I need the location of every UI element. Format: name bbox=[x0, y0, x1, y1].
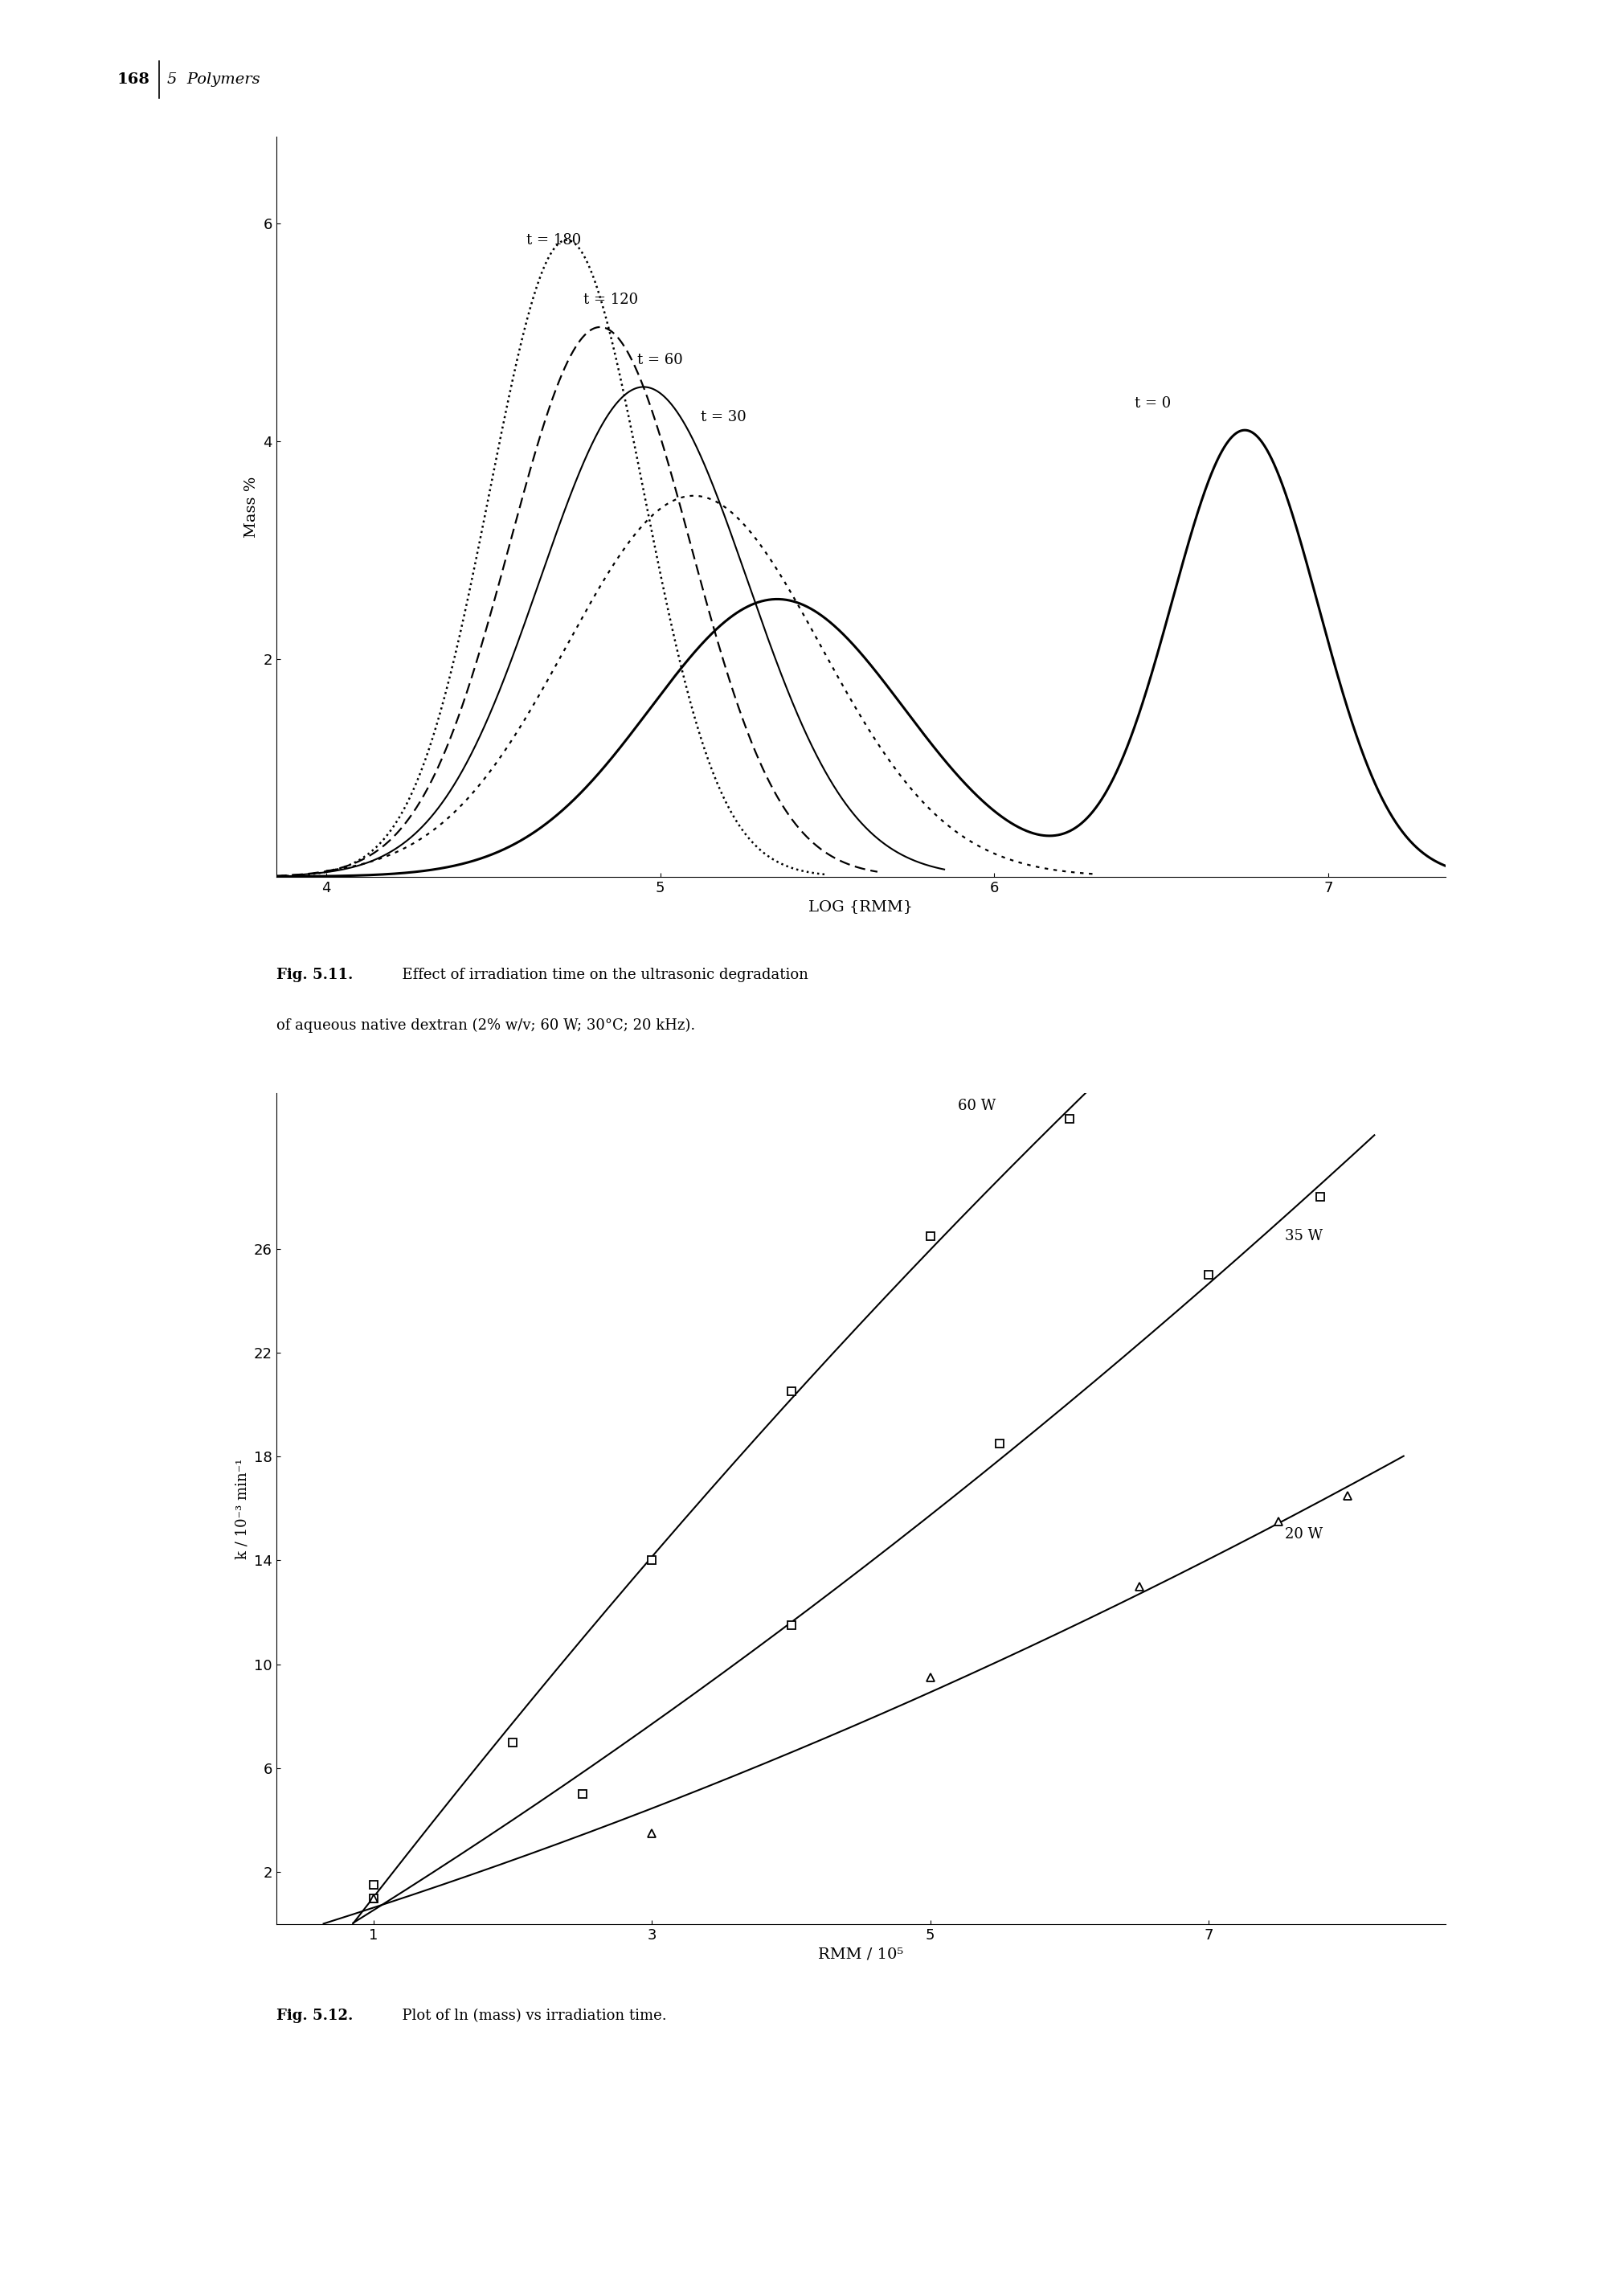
Text: Effect of irradiation time on the ultrasonic degradation: Effect of irradiation time on the ultras… bbox=[393, 968, 809, 981]
Text: 20 W: 20 W bbox=[1285, 1528, 1324, 1542]
Text: of aqueous native dextran (2% w/v; 60 W; 30°C; 20 kHz).: of aqueous native dextran (2% w/v; 60 W;… bbox=[276, 1018, 695, 1031]
Text: Fig. 5.12.: Fig. 5.12. bbox=[276, 2008, 352, 2022]
Y-axis label: k / 10⁻³ min⁻¹: k / 10⁻³ min⁻¹ bbox=[235, 1457, 248, 1560]
X-axis label: LOG {RMM}: LOG {RMM} bbox=[809, 899, 913, 913]
Text: t = 180: t = 180 bbox=[526, 232, 581, 248]
Text: 60 W: 60 W bbox=[958, 1100, 996, 1113]
Text: 168: 168 bbox=[117, 73, 149, 87]
Text: 5  Polymers: 5 Polymers bbox=[167, 73, 260, 87]
Text: Fig. 5.11.: Fig. 5.11. bbox=[276, 968, 352, 981]
Text: t = 0: t = 0 bbox=[1135, 396, 1171, 410]
X-axis label: RMM / 10⁵: RMM / 10⁵ bbox=[818, 1947, 903, 1960]
Text: t = 120: t = 120 bbox=[583, 294, 638, 307]
Text: t = 30: t = 30 bbox=[700, 410, 745, 424]
Text: Plot of ln (mass) vs irradiation time.: Plot of ln (mass) vs irradiation time. bbox=[393, 2008, 667, 2022]
Text: t = 60: t = 60 bbox=[637, 353, 682, 367]
Y-axis label: Mass %: Mass % bbox=[244, 476, 258, 537]
Text: 35 W: 35 W bbox=[1285, 1230, 1324, 1243]
